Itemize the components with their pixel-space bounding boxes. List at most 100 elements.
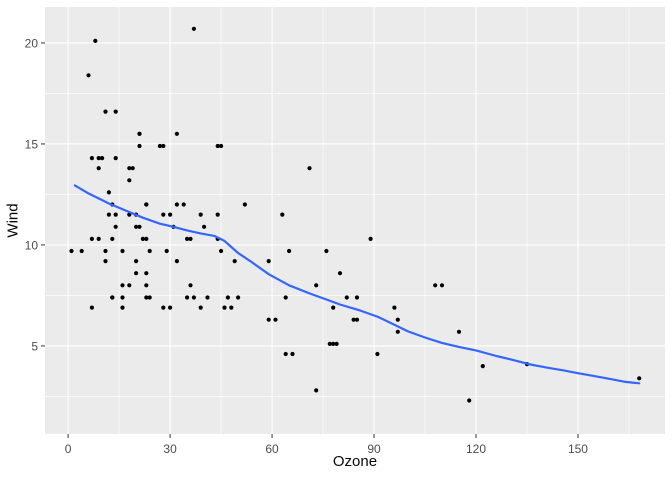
scatter-point — [229, 305, 234, 310]
scatter-point — [110, 236, 115, 241]
scatter-point — [439, 283, 445, 288]
scatter-point — [242, 202, 247, 207]
panel-background — [45, 7, 665, 434]
y-tick-label: 5 — [31, 339, 38, 353]
scatter-point — [232, 259, 237, 264]
y-tick-label: 10 — [25, 238, 39, 252]
scatter-point — [127, 166, 132, 171]
scatter-point — [174, 131, 179, 136]
scatter-point — [100, 156, 105, 161]
scatter-point — [120, 305, 125, 310]
scatter-point — [467, 398, 472, 403]
scatter-point — [354, 317, 360, 322]
scatter-point — [89, 156, 94, 161]
x-tick-label: 60 — [265, 442, 279, 456]
scatter-point — [140, 236, 145, 241]
scatter-point — [331, 305, 336, 310]
scatter-point — [188, 283, 193, 288]
scatter-point — [137, 143, 142, 149]
scatter-point — [96, 166, 101, 171]
scatter-point — [106, 212, 111, 217]
scatter-point — [96, 156, 101, 161]
scatter-point — [113, 156, 118, 161]
scatter-point — [324, 248, 329, 254]
smooth-line-path — [73, 184, 641, 385]
x-tick-label: 0 — [65, 442, 72, 456]
scatter-point — [219, 143, 224, 149]
scatter-point — [120, 283, 125, 288]
y-axis-title-wrap: Wind — [0, 7, 26, 434]
scatter-point — [337, 271, 343, 276]
scatter-point — [147, 295, 152, 300]
minor-gridlines-layer — [45, 7, 665, 434]
scatter-point — [198, 212, 203, 217]
scatter-point — [127, 178, 132, 183]
scatter-point — [144, 295, 149, 300]
scatter-point — [96, 236, 101, 241]
panel-background-layer — [45, 7, 665, 434]
scatter-point — [103, 109, 108, 114]
scatter-point — [354, 295, 360, 300]
scatter-point — [314, 283, 319, 288]
scatter-point — [144, 271, 149, 276]
y-axis-title: Wind — [4, 203, 22, 238]
scatter-point — [144, 236, 149, 241]
scatter-point — [327, 341, 332, 346]
major-gridlines-layer — [45, 7, 665, 434]
scatter-point — [392, 305, 397, 310]
scatter-point — [127, 283, 132, 288]
scatter-point — [283, 295, 288, 300]
scatter-point — [191, 26, 196, 31]
scatter-point — [120, 295, 125, 300]
scatter-point — [106, 190, 111, 195]
scatter-point — [273, 317, 278, 322]
scatter-point — [314, 388, 319, 393]
x-tick-label: 90 — [367, 442, 381, 456]
scatter-point — [103, 259, 108, 264]
scatter-point — [69, 248, 74, 254]
scatter-point — [144, 202, 149, 207]
axis-ticks-layer: 0 30 60 90 120 150 5 10 15 20 — [25, 36, 589, 456]
scatter-point — [334, 341, 339, 346]
scatter-point — [174, 259, 179, 264]
scatter-point — [79, 248, 84, 254]
scatter-point — [344, 295, 349, 300]
scatter-point — [185, 236, 190, 241]
scatter-point — [86, 73, 91, 78]
x-axis-title: Ozone — [332, 453, 378, 470]
scatter-point — [134, 259, 139, 264]
scatter-point — [480, 364, 485, 369]
scatter-point — [205, 295, 210, 300]
scatter-point — [164, 248, 169, 254]
scatter-point — [89, 305, 94, 310]
scatter-point — [110, 295, 115, 300]
scatter-point — [120, 248, 125, 254]
scatter-point — [168, 212, 173, 217]
scatter-point — [222, 305, 227, 310]
scatter-point — [185, 295, 190, 300]
x-tick-label: 120 — [466, 442, 486, 456]
scatter-point — [202, 224, 207, 229]
scatter-point — [130, 166, 135, 171]
scatter-point — [395, 329, 400, 334]
scatter-point — [89, 236, 94, 241]
scatter-point — [188, 236, 193, 241]
scatter-point — [219, 248, 224, 254]
scatter-point — [433, 283, 438, 288]
scatter-point — [161, 143, 166, 149]
scatter-point — [147, 248, 152, 254]
scatter-point — [290, 351, 295, 357]
x-tick-label: 150 — [568, 442, 588, 456]
scatter-point — [93, 38, 98, 44]
scatter-point — [351, 317, 356, 322]
x-tick-label: 30 — [163, 442, 177, 456]
scatter-point — [113, 224, 118, 229]
scatter-point — [287, 248, 292, 254]
scatter-point — [137, 224, 142, 229]
scatter-point — [266, 317, 271, 322]
scatter-point — [225, 295, 230, 300]
smooth-line-layer — [73, 184, 641, 385]
scatter-point — [266, 259, 271, 264]
scatter-point — [331, 341, 336, 346]
scatter-point — [191, 295, 196, 300]
